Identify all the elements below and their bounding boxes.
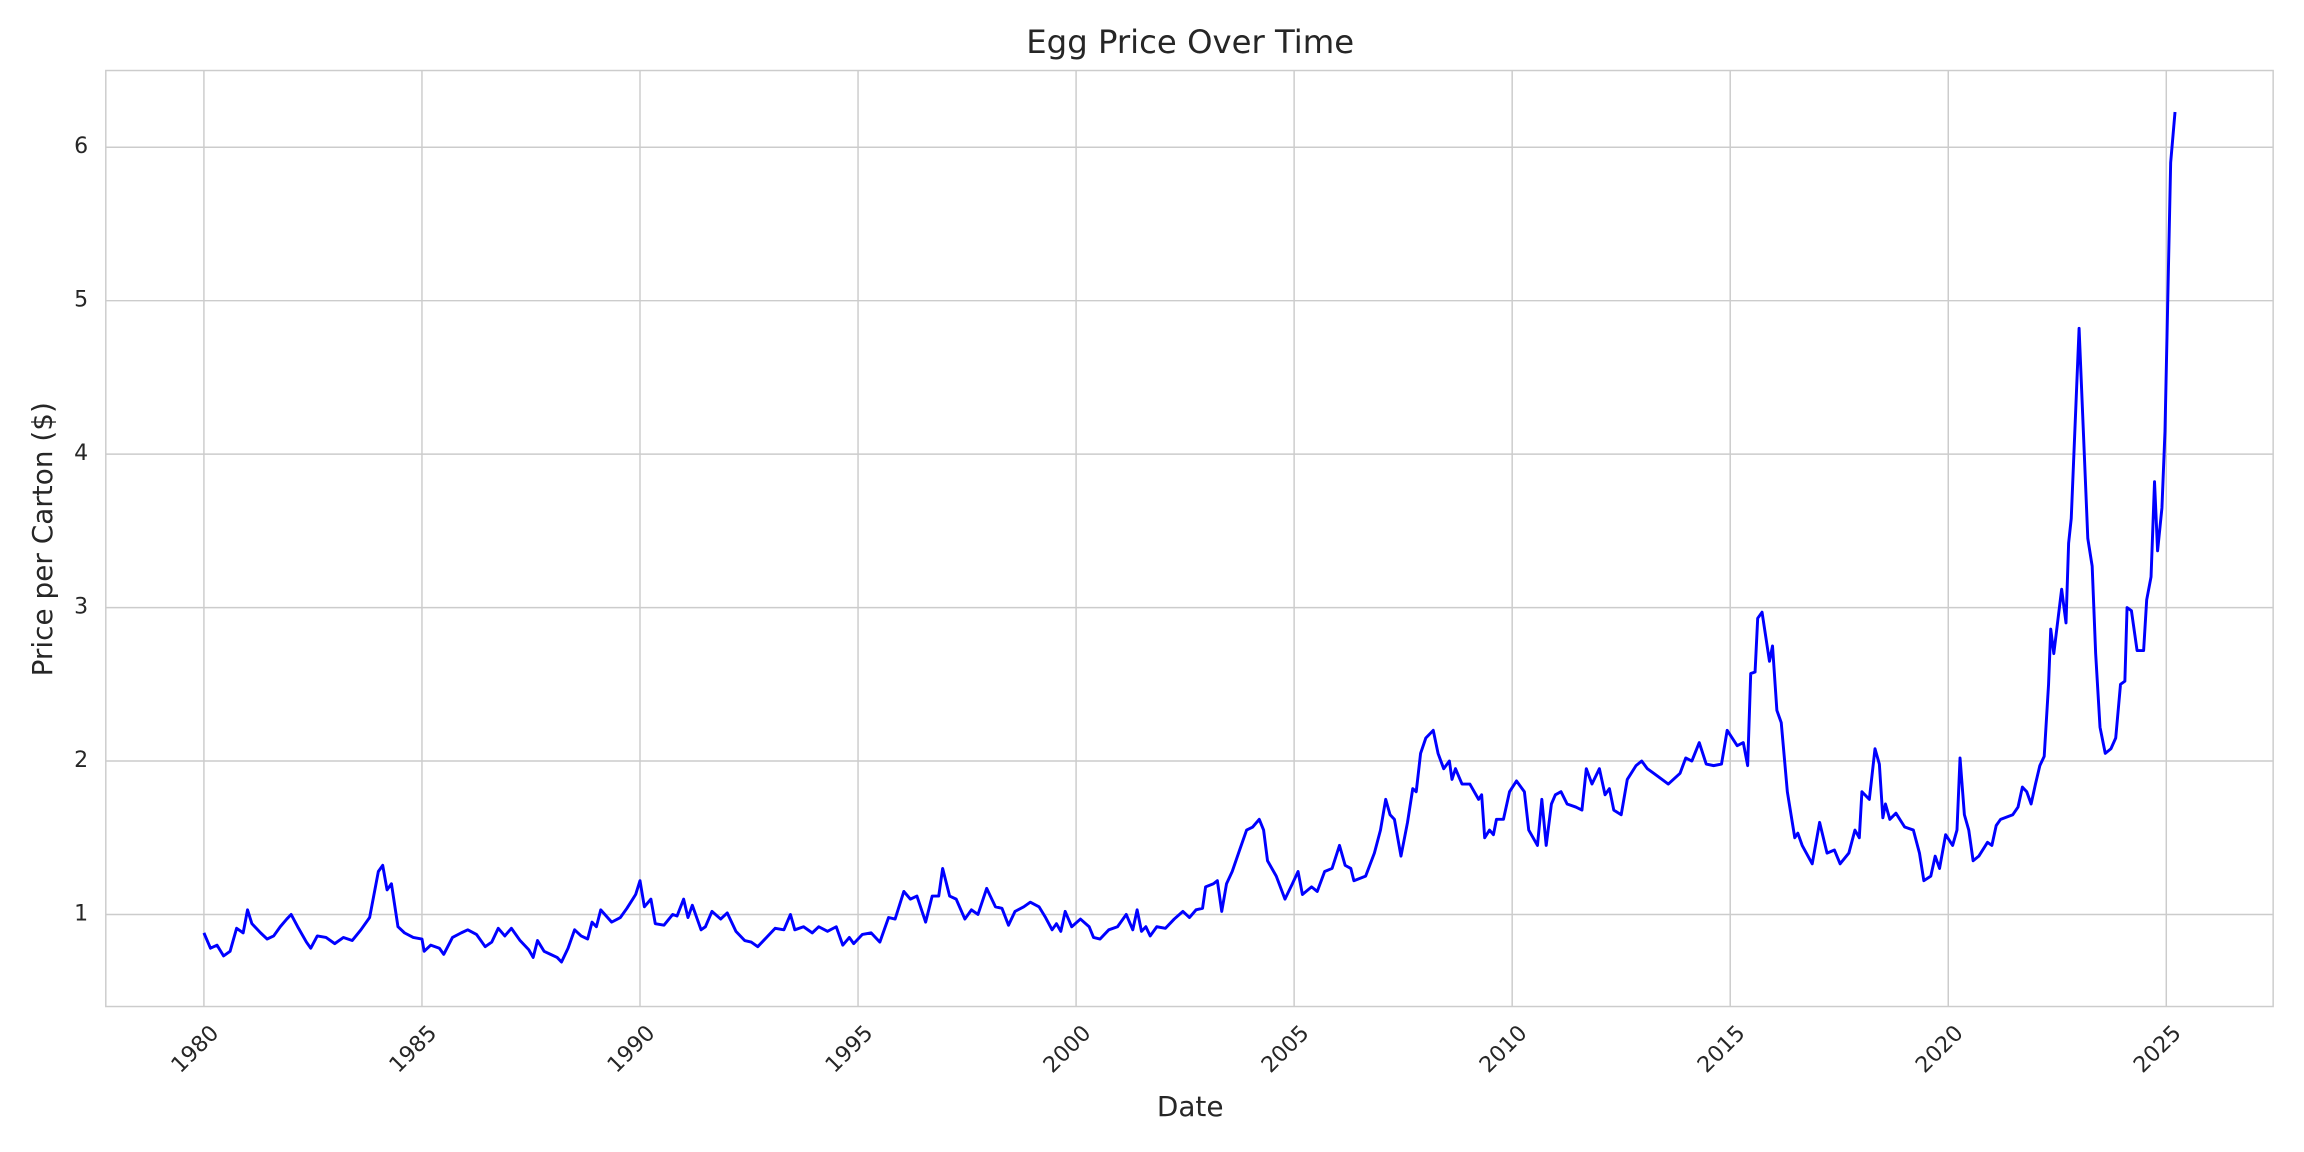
- y-tick-label: 4: [74, 441, 88, 466]
- x-axis-label: Date: [1157, 1090, 1224, 1123]
- y-tick-label: 5: [74, 288, 88, 313]
- y-tick-label: 1: [74, 901, 88, 926]
- plot-frame: [105, 69, 2274, 1008]
- price-line: [202, 111, 2177, 964]
- y-axis-label: Price per Carton ($): [26, 402, 59, 676]
- y-tick-label: 6: [74, 134, 88, 159]
- y-tick-label: 2: [74, 748, 88, 773]
- y-tick-label: 3: [74, 595, 88, 620]
- chart-title: Egg Price Over Time: [1026, 23, 1354, 61]
